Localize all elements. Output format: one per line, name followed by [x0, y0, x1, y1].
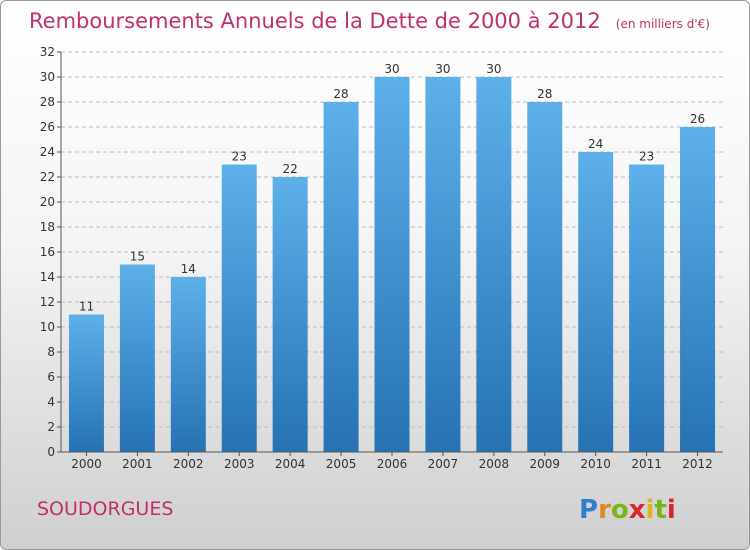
value-label-2010: 24 — [588, 137, 603, 151]
logo-letter: i — [667, 495, 676, 525]
value-label-2009: 28 — [537, 87, 552, 101]
logo-letter: o — [611, 495, 629, 525]
x-tick-label-2002: 2002 — [173, 457, 204, 471]
y-tick-label: 18 — [40, 220, 55, 234]
logo-letter: P — [579, 495, 598, 525]
value-label-2011: 23 — [639, 150, 654, 164]
bar-2006 — [374, 77, 410, 452]
y-tick-label: 12 — [40, 295, 55, 309]
value-label-2002: 14 — [181, 262, 196, 276]
commune-name: SOUDORGUES — [37, 498, 173, 520]
x-tick-label-2000: 2000 — [71, 457, 102, 471]
bar-2009 — [527, 102, 563, 452]
logo-letter: t — [654, 495, 666, 525]
value-labels: 11 15 14 23 22 28 30 30 30 28 24 23 26 — [79, 62, 705, 314]
value-label-2007: 30 — [435, 62, 450, 76]
y-tick-label: 4 — [47, 395, 55, 409]
x-tick-label-2006: 2006 — [377, 457, 408, 471]
x-tick-label-2008: 2008 — [479, 457, 510, 471]
bar-2004 — [272, 177, 308, 452]
bar-2012 — [680, 127, 716, 452]
chart-title: Remboursements Annuels de la Dette de 20… — [29, 9, 710, 33]
value-label-2004: 22 — [283, 162, 298, 176]
value-label-2003: 23 — [232, 150, 247, 164]
bar-2001 — [119, 264, 155, 452]
bar-2010 — [578, 152, 614, 452]
x-tick-label-2009: 2009 — [529, 457, 560, 471]
y-tick-label: 16 — [40, 245, 55, 259]
bar-2000 — [68, 314, 104, 452]
y-tick-label: 22 — [40, 170, 55, 184]
bar-2002 — [170, 277, 206, 452]
value-label-2001: 15 — [130, 250, 145, 264]
value-label-2008: 30 — [486, 62, 501, 76]
x-tick-label-2011: 2011 — [631, 457, 662, 471]
value-label-2012: 26 — [690, 112, 705, 126]
x-tick-label-2001: 2001 — [122, 457, 153, 471]
y-tick-label: 6 — [47, 370, 55, 384]
x-tick-label-2012: 2012 — [682, 457, 713, 471]
y-tick-label: 2 — [47, 420, 55, 434]
y-tick-label: 20 — [40, 195, 55, 209]
value-label-2000: 11 — [79, 300, 94, 314]
y-tick-label: 32 — [40, 45, 55, 59]
x-tick-label-2007: 2007 — [428, 457, 459, 471]
x-tick-label-2005: 2005 — [326, 457, 357, 471]
y-tick-label: 30 — [40, 70, 55, 84]
proxiti-logo: Proxiti — [579, 495, 676, 525]
y-tick-label: 24 — [40, 145, 55, 159]
bar-2007 — [425, 77, 461, 452]
x-tick-label-2004: 2004 — [275, 457, 306, 471]
bar-2005 — [323, 102, 359, 452]
y-tick-label: 0 — [47, 445, 55, 459]
logo-letter: i — [646, 495, 655, 525]
bar-2008 — [476, 77, 512, 452]
value-label-2006: 30 — [384, 62, 399, 76]
bar-2011 — [629, 164, 665, 452]
logo-letter: r — [598, 495, 611, 525]
value-label-2005: 28 — [333, 87, 348, 101]
chart-title-unit: (en milliers d'€) — [616, 17, 710, 31]
y-tick-label: 14 — [40, 270, 55, 284]
x-axis-ticks: 2000 2001 2002 2003 2004 2005 2006 2007 2008 2009… — [71, 452, 713, 471]
y-tick-label: 8 — [47, 345, 55, 359]
x-tick-label-2003: 2003 — [224, 457, 255, 471]
y-tick-label: 26 — [40, 120, 55, 134]
y-tick-label: 10 — [40, 320, 55, 334]
x-tick-label-2010: 2010 — [580, 457, 611, 471]
bars — [68, 77, 716, 452]
bar-2003 — [221, 164, 257, 452]
y-tick-label: 28 — [40, 95, 55, 109]
logo-letter: x — [629, 495, 646, 525]
chart-title-main: Remboursements Annuels de la Dette de 20… — [29, 9, 601, 33]
